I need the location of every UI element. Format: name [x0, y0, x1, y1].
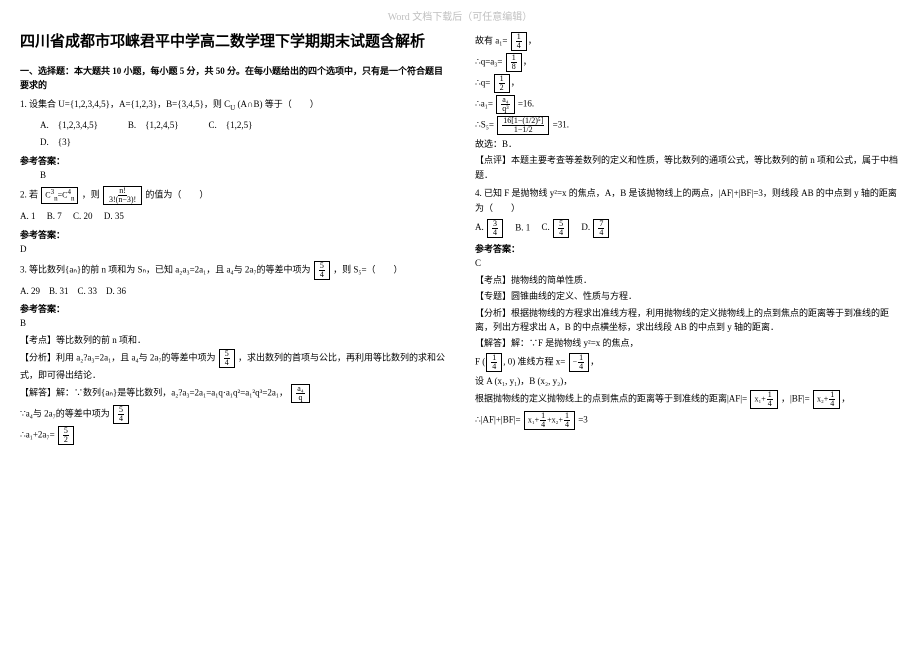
q3-jieda: 【解答】解：∵数列{aₙ}是等比数列，a₂?a₃=2a₁=a₁q·a₁q²=a₁… [20, 384, 445, 403]
box-x1: x₁+14 [750, 390, 777, 409]
s5-den: 1−1/2 [513, 126, 534, 134]
question-3: 3. 等比数列{aₙ}的前 n 项和为 Sₙ，已知 a₂a₃=2a₁，且 a₄与… [20, 261, 445, 280]
q3-fenxi: 【分析】利用 a₂?a₃=2a₁，且 a₄与 2a₇的等差中项为 54 ，求出数… [20, 349, 445, 382]
q3-jd2-row: ∵a₄与 2a₇的等差中项为 54 [20, 405, 445, 424]
box-52: 52 [58, 426, 74, 445]
q1-opt-a: A. {1,2,3,4,5} [40, 118, 98, 132]
r-l4b: =16. [518, 98, 534, 108]
q4-options: A. 34 B. 1 C. 54 D. 74 [475, 219, 900, 238]
r-l5: ∴S₅= 16[1−(1/2)⁵] 1−1/2 =31. [475, 116, 900, 135]
q3-answer-label: 参考答案： [20, 302, 445, 316]
r-l6: 故选：B． [475, 137, 900, 151]
q4-def1: 根据抛物线的定义抛物线上的点到焦点的距离等于到准线的距离|AF|= [475, 393, 747, 403]
box-s5: 16[1−(1/2)⁵] 1−1/2 [497, 116, 549, 135]
q4-def: 根据抛物线的定义抛物线上的点到焦点的距离等于到准线的距离|AF|= x₁+14 … [475, 390, 900, 409]
q4-sum2: =3 [578, 414, 588, 424]
q4-b: B. 1 [515, 222, 530, 232]
question-4: 4. 已知 F 是抛物线 y²=x 的焦点，A，B 是该抛物线上的两点，|AF|… [475, 186, 900, 215]
formula-box-frac: n!3!(n−3)! [103, 186, 142, 205]
box-f14: 14 [486, 353, 502, 372]
watermark-text: Word 文档下载后（可任意编辑） [388, 10, 532, 26]
box-54c: 54 [113, 405, 129, 424]
section-heading: 一、选择题：本大题共 10 小题，每小题 5 分，共 50 分。在每小题给出的四… [20, 64, 445, 93]
q4-answer-label: 参考答案： [475, 242, 900, 256]
q2-answer-label: 参考答案： [20, 228, 445, 242]
q3-jd3: ∴a₁+2a₇= [20, 430, 55, 440]
r-l3-text: ∴q= [475, 77, 490, 87]
q4-d: D. 74 [581, 222, 610, 232]
document-title: 四川省成都市邛崃君平中学高二数学理下学期期末试题含解析 [20, 30, 445, 54]
question-2: 2. 若 C3n=C4n ，则 n!3!(n−3)! 的值为（ ） [20, 186, 445, 205]
q2-opt-c: C. 20 [73, 211, 93, 221]
r-l5b: =31. [553, 119, 569, 129]
q4-fenxi: 【分析】根据抛物线的方程求出准线方程，利用抛物线的定义抛物线上的点到焦点的距离等… [475, 306, 900, 335]
q4-sum1: ∴|AF|+|BF|= [475, 414, 521, 424]
q1-opt-d-row: D. {3} [40, 135, 445, 149]
frac-den: 3!(n−3)! [108, 196, 137, 204]
q3-options: A. 29 B. 31 C. 33 D. 36 [20, 284, 445, 298]
subscript-u: U [230, 104, 235, 112]
box-54: 54 [314, 261, 330, 280]
r-l3: ∴q= 12， [475, 74, 900, 93]
q1-stem2: (A∩B) 等于（ ） [237, 99, 318, 109]
formula-box-c1: C3n=C4n [41, 187, 78, 204]
box-a4q3: a₄q³ [496, 95, 514, 114]
q1-answer-label: 参考答案： [20, 154, 445, 168]
q1-opt-d: D. {3} [40, 137, 71, 147]
q4-f: F (14, 0) 准线方程 x= −14， [475, 353, 900, 372]
q2-opt-a: A. 1 [20, 211, 36, 221]
q4-def2: ，|BF|= [781, 393, 810, 403]
q1-stem: 1. 设集合 U={1,2,3,4,5}，A={1,2,3}，B={3,4,5}… [20, 99, 230, 109]
q2-c2: ，则 [82, 190, 100, 200]
q3-jd2: ∵a₄与 2a₇的等差中项为 [20, 409, 110, 419]
q3-answer: B [20, 316, 445, 330]
q3-jd3-row: ∴a₁+2a₇= 52 [20, 426, 445, 445]
q2-stem1: 2. 若 [20, 190, 38, 200]
question-1: 1. 设集合 U={1,2,3,4,5}，A={1,2,3}，B={3,4,5}… [20, 97, 445, 114]
q4-zhuanti: 【专题】圆锥曲线的定义、性质与方程． [475, 289, 900, 303]
r-dianping: 【点评】本题主要考查等差数列的定义和性质，等比数列的通项公式，等比数列的前 n … [475, 153, 900, 182]
box-a4q: a₄q [291, 384, 309, 403]
box-x2: x₂+14 [813, 390, 840, 409]
box-neg14: −14 [569, 353, 590, 372]
q2-options: A. 1 B. 7 C. 20 D. 35 [20, 209, 445, 223]
right-column: 故有 a₁= 14， ∴q=a₃= 18， ∴q= 12， ∴a₁= a₄q³ … [475, 30, 900, 447]
q2-tail: 的值为（ ） [145, 190, 208, 200]
q4-a: A. 34 [475, 222, 504, 232]
r-l4-text: ∴a₁= [475, 98, 493, 108]
left-column: 四川省成都市邛崃君平中学高二数学理下学期期末试题含解析 一、选择题：本大题共 1… [20, 30, 445, 447]
q1-opt-c: C. {1,2,5} [209, 118, 253, 132]
q1-opt-b: B. {1,2,4,5} [128, 118, 179, 132]
box-12: 12 [494, 74, 510, 93]
r-l1-text: 故有 a₁= [475, 35, 507, 45]
q3-jd1: 【解答】解：∵数列{aₙ}是等比数列，a₂?a₃=2a₁=a₁q·a₁q²=a₁… [20, 388, 288, 398]
q2-answer: D [20, 242, 445, 256]
q3-tail: ，则 S₅=（ ） [333, 264, 402, 274]
r-l5-text: ∴S₅= [475, 119, 494, 129]
r-l4: ∴a₁= a₄q³ =16. [475, 95, 900, 114]
q3-fx1: 【分析】利用 a₂?a₃=2a₁，且 a₄与 2a₇的等差中项为 [20, 352, 215, 362]
r-l1: 故有 a₁= 14， [475, 32, 900, 51]
q3-kaodian: 【考点】等比数列的前 n 项和． [20, 333, 445, 347]
q1-answer: B [40, 168, 445, 182]
q4-ab: 设 A (x₁, y₁)，B (x₂, y₂)， [475, 374, 900, 388]
page-container: 四川省成都市邛崃君平中学高二数学理下学期期末试题含解析 一、选择题：本大题共 1… [0, 0, 920, 457]
box-sum: x₁+14+x₂+14 [524, 411, 575, 430]
box-14a: 14 [511, 32, 527, 51]
q4-sum: ∴|AF|+|BF|= x₁+14+x₂+14 =3 [475, 411, 900, 430]
r-l2: ∴q=a₃= 18， [475, 53, 900, 72]
q4-answer: C [475, 256, 900, 270]
q2-opt-d: D. 35 [104, 211, 124, 221]
q4-kaodian: 【考点】抛物线的简单性质． [475, 273, 900, 287]
r-l2-text: ∴q=a₃= [475, 56, 503, 66]
box-54b: 54 [219, 349, 235, 368]
q2-opt-b: B. 7 [47, 211, 62, 221]
q1-options: A. {1,2,3,4,5} B. {1,2,4,5} C. {1,2,5} [40, 118, 445, 132]
q4-jieda: 【解答】解：∵F 是抛物线 y²=x 的焦点， [475, 336, 900, 350]
q3-stem: 3. 等比数列{aₙ}的前 n 项和为 Sₙ，已知 a₂a₃=2a₁，且 a₄与… [20, 264, 311, 274]
box-18: 18 [506, 53, 522, 72]
q4-c: C. 54 [542, 222, 571, 232]
